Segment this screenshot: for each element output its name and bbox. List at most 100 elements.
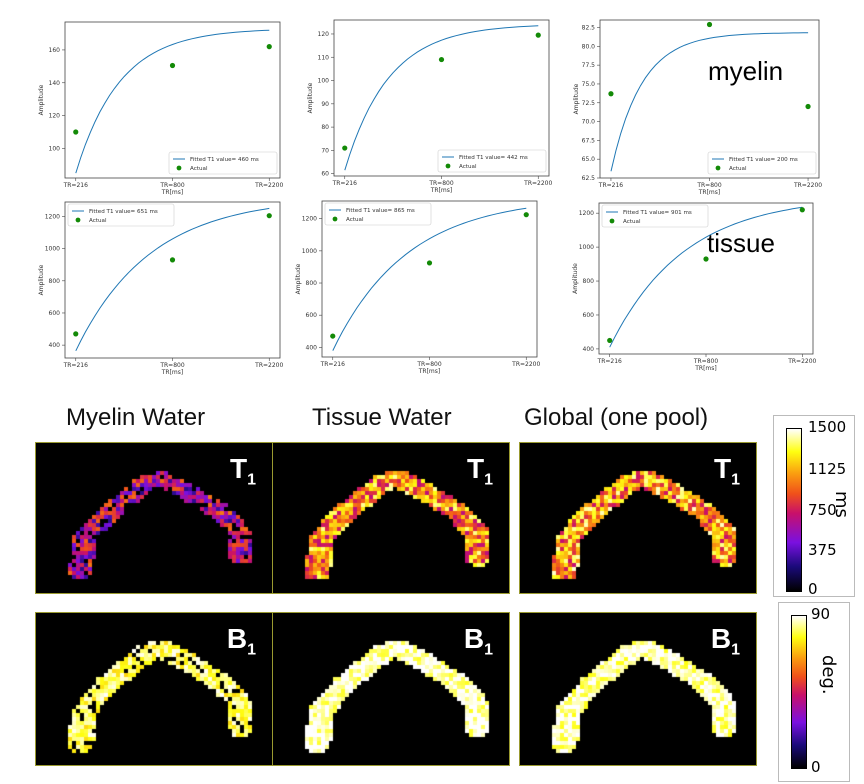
actual-point (169, 62, 176, 69)
fit-curve (75, 29, 270, 174)
actual-point (330, 333, 336, 339)
t1-label: T1 (467, 453, 493, 490)
x-tick-label: TR=2200 (254, 362, 283, 369)
y-tick-label: 1000 (302, 248, 317, 255)
y-tick-label: 82.5 (582, 25, 596, 32)
t1-map-global: T1 (519, 442, 757, 594)
y-tick-label: 77.5 (582, 62, 596, 69)
x-tick-label: TR=800 (159, 182, 184, 189)
y-tick-label: 110 (318, 54, 330, 61)
title-global: Global (one pool) (524, 404, 709, 431)
legend-box (437, 149, 547, 173)
fit-plots: TR=216 TR=800 TR=2200 100 120 140 160 TR[ms] Amp… (38, 19, 822, 376)
y-tick-label: 1000 (579, 244, 594, 251)
y-tick-label: 80.0 (582, 43, 596, 50)
y-tick-label: 62.5 (582, 175, 596, 182)
y-axis-label: Amplitude (38, 264, 45, 295)
x-tick-label: TR=216 (332, 180, 357, 187)
actual-point (73, 331, 79, 337)
y-tick-label: 100 (318, 78, 330, 85)
t1-tick: 0 (808, 580, 818, 598)
t1-tick: 750 (808, 501, 837, 519)
x-axis-label: TR[ms] (418, 368, 441, 375)
y-tick-label: 800 (306, 280, 318, 287)
annotation-tissue: tissue (707, 228, 775, 258)
x-axis-label: TR[ms] (430, 187, 453, 194)
t1-label-letter: T (466, 453, 485, 484)
actual-point (608, 91, 614, 97)
legend-fit-label: Fitted T1 value= 460 ms (190, 157, 259, 163)
actual-point (342, 145, 348, 151)
legend-actual-swatch (609, 218, 615, 224)
legend-actual-label: Actual (190, 166, 208, 172)
legend-box (324, 202, 432, 226)
y-axis-label: Amplitude (573, 83, 580, 114)
y-tick-label: 1200 (302, 216, 317, 223)
legend-box (168, 151, 278, 175)
legend (601, 204, 709, 228)
x-axis-label: TR[ms] (698, 189, 721, 196)
t1-map-image (36, 443, 272, 593)
b1-label-letter: B (710, 623, 732, 654)
y-axis-label: Amplitude (38, 84, 45, 115)
x-tick-label: TR=800 (696, 182, 721, 189)
x-axis-label: TR[ms] (161, 189, 184, 196)
b1-map-image (273, 613, 509, 765)
legend-box (601, 204, 709, 228)
y-tick-label: 67.5 (582, 137, 596, 144)
x-tick-label: TR=2200 (523, 180, 552, 187)
t1-map-tissue: T1 (272, 442, 510, 594)
x-tick-label: TR=2200 (793, 182, 822, 189)
t1-label-letter: T (713, 453, 732, 484)
legend (437, 149, 547, 173)
t1-tick: 1500 (808, 418, 847, 436)
fit-curve (609, 206, 803, 348)
legend-fit-label: Fitted T1 value= 865 ms (346, 208, 415, 214)
b1-label: B1 (227, 623, 256, 660)
b1-label: B1 (464, 623, 493, 660)
x-tick-label: TR=2200 (787, 358, 816, 365)
b1-map-global: B1 (519, 612, 757, 766)
x-tick-label: TR=800 (416, 361, 441, 368)
legend-actual-swatch (176, 165, 182, 171)
x-tick-label: TR=216 (63, 182, 88, 189)
x-tick-label: TR=800 (159, 362, 184, 369)
t1-label-letter: T (229, 453, 248, 484)
y-axis-label: Amplitude (572, 263, 579, 294)
y-tick-label: 400 (306, 344, 318, 351)
b1-unit: deg. (818, 655, 839, 695)
y-tick-label: 1200 (45, 213, 60, 220)
y-tick-label: 60 (321, 171, 329, 178)
b1-map-myelin: B1 (35, 612, 273, 766)
y-tick-label: 400 (49, 342, 61, 349)
y-tick-label: 800 (583, 278, 595, 285)
b1-map-image (520, 613, 756, 765)
actual-point (799, 207, 805, 213)
b1-tick: 0 (811, 758, 821, 776)
legend-box (67, 203, 175, 227)
b1-map-image (36, 613, 272, 765)
title-myelin-water: Myelin Water (66, 404, 206, 431)
legend-fit-label: Fitted T1 value= 651 ms (89, 209, 158, 215)
y-tick-label: 70 (321, 147, 329, 154)
x-tick-label: TR=216 (598, 182, 623, 189)
fit-curve (610, 32, 809, 172)
x-axis-label: TR[ms] (161, 369, 184, 376)
actual-point (607, 337, 613, 344)
t1-colorbar-gradient (786, 428, 802, 592)
y-tick-label: 1000 (45, 246, 60, 253)
t1-map-image (520, 443, 756, 593)
actual-point (266, 213, 272, 219)
t1-label: T1 (230, 453, 256, 490)
y-tick-label: 80 (321, 124, 329, 131)
x-tick-label: TR=2200 (254, 182, 283, 189)
b1-label-subscript: 1 (731, 641, 740, 659)
fit-curve (344, 25, 539, 171)
b1-label-subscript: 1 (247, 641, 256, 659)
actual-point (805, 103, 811, 110)
y-tick-label: 600 (583, 312, 595, 319)
actual-point (169, 257, 176, 263)
x-tick-label: TR=2200 (511, 361, 540, 368)
x-tick-label: TR=800 (428, 180, 453, 187)
t1-unit: ms (831, 491, 852, 518)
